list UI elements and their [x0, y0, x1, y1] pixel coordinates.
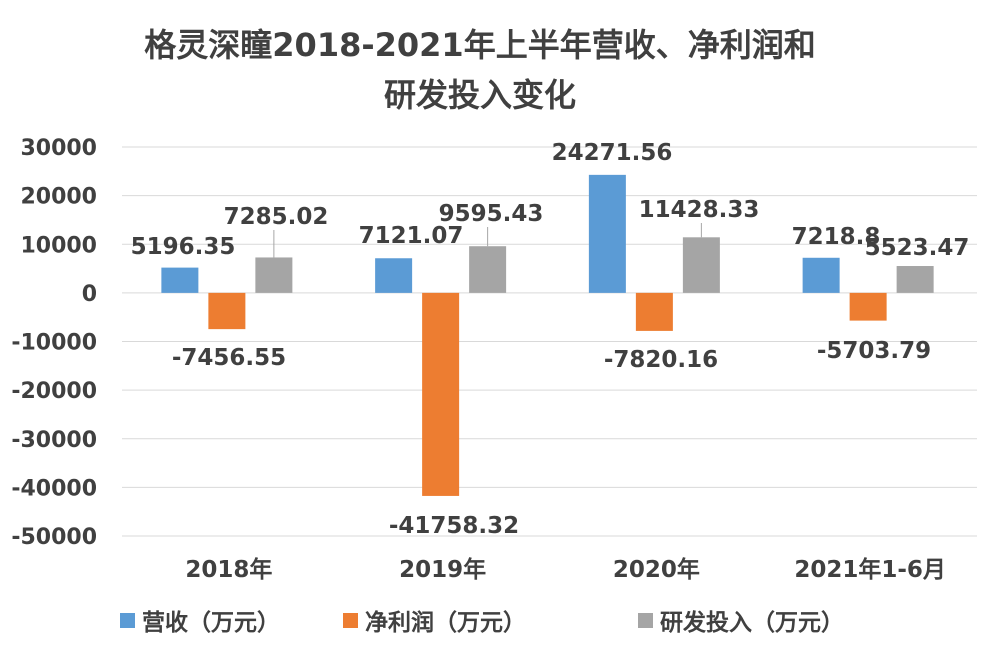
data-label: 24271.56	[552, 140, 673, 166]
y-tick-label: -50000	[11, 525, 97, 550]
bar	[208, 292, 246, 330]
bar	[422, 292, 460, 496]
data-label: -41758.32	[389, 513, 519, 539]
legend-swatch	[120, 613, 135, 628]
y-tick-label: -40000	[11, 476, 97, 501]
legend-swatch	[638, 613, 653, 628]
data-label: 7121.07	[359, 223, 464, 249]
bar	[588, 174, 626, 293]
data-label: 5523.47	[865, 235, 970, 261]
bar	[161, 267, 199, 293]
y-tick-label: -10000	[11, 331, 97, 356]
legend-label: 营收（万元）	[142, 609, 280, 636]
data-label: 7285.02	[224, 204, 329, 230]
x-category-label: 2020年	[613, 556, 700, 583]
bar	[469, 246, 507, 293]
bar	[635, 292, 673, 331]
data-label: -7456.55	[172, 345, 286, 371]
data-label: 11428.33	[639, 197, 760, 223]
data-label: -5703.79	[817, 338, 931, 364]
x-category-label: 2019年	[399, 556, 486, 583]
data-label: 5196.35	[131, 234, 236, 260]
bar	[802, 257, 840, 293]
x-category-label: 2018年	[185, 556, 272, 583]
bar	[375, 258, 413, 293]
bar	[896, 266, 934, 293]
data-label: 9595.43	[439, 201, 544, 227]
chart-title-line-2: 研发投入变化	[383, 76, 576, 114]
y-tick-label: -30000	[11, 428, 97, 453]
y-tick-label: 20000	[20, 185, 97, 210]
y-tick-label: 30000	[20, 136, 97, 161]
x-category-label: 2021年1-6月	[794, 556, 946, 583]
legend-swatch	[343, 613, 358, 628]
data-label: -7820.16	[604, 347, 718, 373]
bar	[255, 257, 293, 293]
y-tick-label: 10000	[20, 233, 97, 258]
y-tick-label: 0	[82, 282, 97, 307]
legend-label: 研发投入（万元）	[660, 609, 844, 636]
chart-title-line-1: 格灵深瞳2018-2021年上半年营收、净利润和	[144, 26, 816, 64]
y-tick-label: -20000	[11, 379, 97, 404]
bar	[849, 292, 887, 321]
data-label: 7218.8	[792, 224, 881, 250]
bar	[682, 237, 720, 293]
legend-label: 净利润（万元）	[365, 609, 526, 636]
